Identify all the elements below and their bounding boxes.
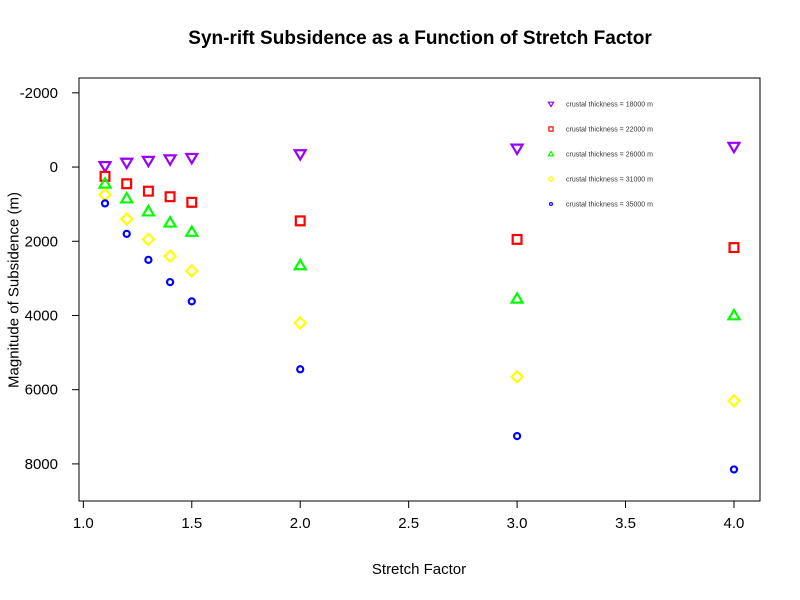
legend-label: crustal thickness = 31000 m: [566, 177, 653, 184]
data-point: [511, 233, 523, 245]
data-point: [119, 211, 134, 227]
x-tick-label: 1.5: [181, 515, 202, 532]
legend-label: crustal thickness = 22000 m: [566, 127, 653, 134]
y-tick-label: -2000: [20, 85, 58, 102]
legend-marker: [548, 201, 554, 207]
data-point: [509, 143, 525, 157]
legend-marker: [547, 175, 555, 183]
legend-marker: [548, 126, 554, 132]
x-tick-label: 2.5: [398, 515, 419, 532]
legend-item: crustal thickness = 26000 m: [547, 150, 653, 159]
data-point: [509, 291, 525, 304]
data-point: [294, 215, 306, 227]
data-point: [187, 297, 196, 306]
data-point: [97, 176, 113, 189]
data-point: [184, 152, 200, 166]
legend-item: crustal thickness = 35000 m: [548, 201, 653, 209]
x-tick-label: 3.5: [615, 515, 636, 532]
y-tick-label: 8000: [25, 456, 58, 473]
data-point: [122, 229, 131, 238]
data-point: [162, 215, 178, 228]
data-point: [140, 155, 156, 169]
legend-label: crustal thickness = 18000 m: [566, 102, 653, 109]
data-point: [163, 249, 178, 264]
y-tick-label: 0: [50, 159, 58, 176]
data-point: [97, 187, 113, 202]
legend-label: crustal thickness = 26000 m: [566, 152, 653, 159]
data-point: [729, 465, 739, 474]
data-point: [512, 431, 522, 441]
data-point: [510, 369, 525, 384]
data-point: [97, 160, 113, 174]
data-point: [186, 196, 198, 208]
x-tick-label: 2.0: [290, 515, 311, 532]
legend-item: crustal thickness = 18000 m: [547, 101, 653, 109]
data-point: [726, 393, 742, 408]
y-tick-label: 4000: [25, 307, 58, 324]
data-point: [144, 255, 153, 264]
y-tick-label: 2000: [25, 233, 58, 250]
legend-item: crustal thickness = 31000 m: [547, 175, 653, 184]
legend-label: crustal thickness = 35000 m: [566, 202, 653, 209]
data-point: [164, 191, 176, 203]
chart-title: Syn-rift Subsidence as a Function of Str…: [188, 28, 652, 49]
data-point: [100, 199, 110, 208]
y-axis: -2000 0 2000 4000 6000 8000: [20, 85, 80, 473]
data-point: [292, 149, 308, 162]
x-tick-label: 1.0: [73, 515, 94, 532]
x-axis-label: Stretch Factor: [371, 561, 467, 578]
legend-item: crustal thickness = 22000 m: [548, 126, 653, 134]
data-point: [162, 154, 178, 167]
x-tick-label: 4.0: [724, 515, 745, 532]
data-point: [726, 141, 742, 155]
y-tick-label: 6000: [25, 382, 58, 399]
data-point: [140, 203, 156, 217]
data-point: [119, 157, 135, 171]
legend-marker: [547, 150, 555, 157]
data-point: [165, 277, 175, 287]
data-point: [184, 224, 200, 237]
legend: crustal thickness = 18000 m crustal thick…: [547, 101, 653, 209]
legend-marker: [547, 101, 555, 108]
data-point: [142, 185, 154, 197]
data-point: [99, 170, 111, 182]
data-point: [728, 242, 740, 254]
data-point: [292, 257, 308, 271]
data-point: [119, 190, 135, 204]
plot-frame: [78, 77, 761, 502]
data-point: [121, 178, 133, 190]
data-points: [97, 141, 742, 474]
data-point: [293, 315, 308, 330]
data-point: [296, 365, 305, 374]
data-point: [184, 263, 199, 279]
data-point: [726, 307, 742, 321]
x-axis: 1.0 1.5 2.0 2.5 3.0 3.5 4.0: [73, 500, 745, 532]
data-point: [141, 232, 156, 247]
x-tick-label: 3.0: [507, 515, 528, 532]
